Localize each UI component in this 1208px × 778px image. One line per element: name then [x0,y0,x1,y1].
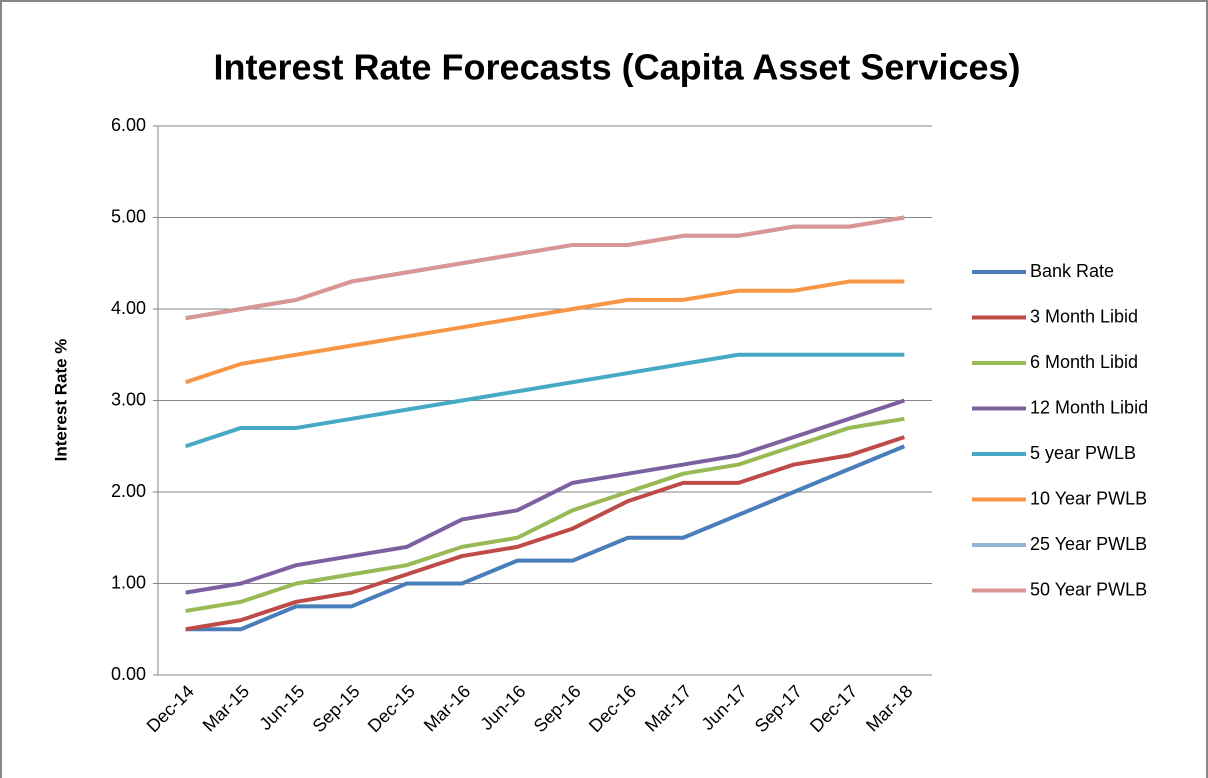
series-line [185,444,906,632]
y-tick-label: 0.00 [111,664,146,684]
y-tick-label: 4.00 [111,298,146,318]
y-tick-label: 2.00 [111,481,146,501]
legend-label: 5 year PWLB [1030,443,1136,463]
legend-label: 25 Year PWLB [1030,534,1147,554]
legend-label: 3 Month Libid [1030,306,1138,326]
series-line [185,352,905,449]
y-tick-label: 6.00 [111,115,146,135]
y-tick-label: 3.00 [111,389,146,409]
series-line [185,215,905,321]
series-line [185,279,905,385]
legend-label: 10 Year PWLB [1030,488,1147,508]
series-line [185,416,905,613]
legend-label: 12 Month Libid [1030,397,1148,417]
legend-label: 6 Month Libid [1030,352,1138,372]
y-tick-label: 1.00 [111,572,146,592]
series-line [185,398,905,595]
legend-label: 50 Year PWLB [1030,579,1147,599]
chart-title: Interest Rate Forecasts (Capita Asset Se… [213,47,1020,88]
series-line [185,435,905,632]
legend-label: Bank Rate [1030,261,1114,281]
y-tick-label: 5.00 [111,206,146,226]
y-axis-label: Interest Rate % [51,339,70,462]
